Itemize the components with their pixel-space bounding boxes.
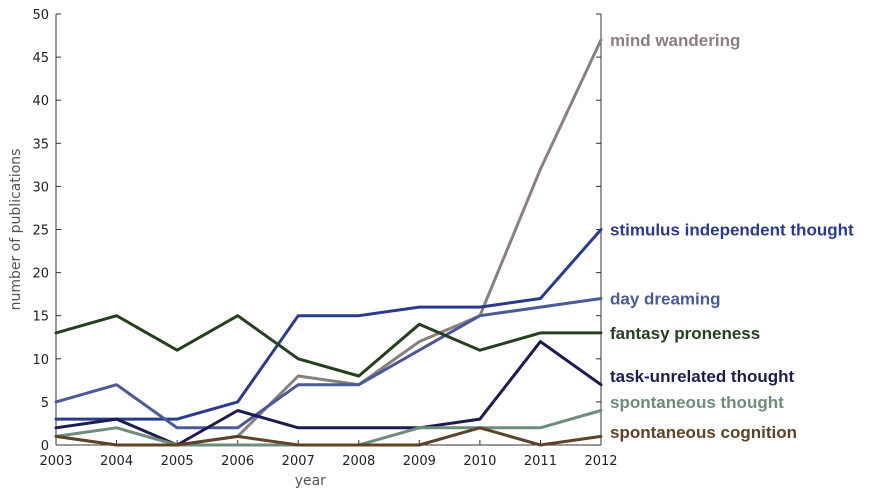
x-tick-label: 2011: [524, 454, 557, 469]
series-label-fantasy-proneness: fantasy proneness: [610, 324, 760, 343]
axes: 2003 2004 2005 2006 2007 2008 2009 2010 2011 2012…: [32, 8, 617, 469]
series-line-stimulus-independent-thought: [54, 228, 603, 421]
x-tick-label: 2010: [463, 454, 496, 469]
y-tick-label: 10: [32, 353, 49, 368]
y-tick-label: 50: [32, 8, 49, 23]
y-tick-label: 40: [32, 94, 49, 109]
y-tick-label: 15: [32, 310, 49, 325]
x-tick-label: 2006: [221, 454, 254, 469]
series-line-spontaneous-cognition: [54, 426, 603, 447]
x-tick-label: 2003: [39, 454, 72, 469]
x-tick-label: 2004: [100, 454, 133, 469]
y-axis-label: number of publications: [8, 149, 24, 311]
x-tick-label: 2009: [403, 454, 436, 469]
series-label-spontaneous-cognition: spontaneous cognition: [610, 423, 797, 442]
series-label-stimulus-independent-thought: stimulus independent thought: [610, 221, 854, 240]
x-tick-label: 2012: [584, 454, 617, 469]
series-line-day-dreaming: [54, 297, 603, 430]
series-line-task-unrelated-thought: [54, 340, 603, 447]
y-tick-label: 35: [32, 137, 49, 152]
y-tick-label: 5: [41, 396, 49, 411]
y-tick-label: 25: [32, 224, 49, 239]
y-tick-label: 20: [32, 267, 49, 282]
x-tick-label: 2007: [282, 454, 315, 469]
y-tick-label: 45: [32, 51, 49, 66]
series-label-mind-wandering: mind wandering: [610, 31, 740, 50]
series-label-spontaneous-thought: spontaneous thought: [610, 393, 784, 412]
x-axis-label: year: [295, 473, 326, 489]
y-tick-label: 0: [41, 439, 49, 454]
series-line-fantasy-proneness: [54, 314, 603, 378]
series-label-day-dreaming: day dreaming: [610, 289, 721, 308]
series-lines: [54, 38, 603, 447]
series-labels: mind wandering stimulus independent thoug…: [610, 31, 854, 442]
y-tick-label: 30: [32, 180, 49, 195]
x-tick-label: 2005: [161, 454, 194, 469]
series-label-task-unrelated-thought: task-unrelated thought: [610, 367, 795, 386]
x-tick-label: 2008: [342, 454, 375, 469]
